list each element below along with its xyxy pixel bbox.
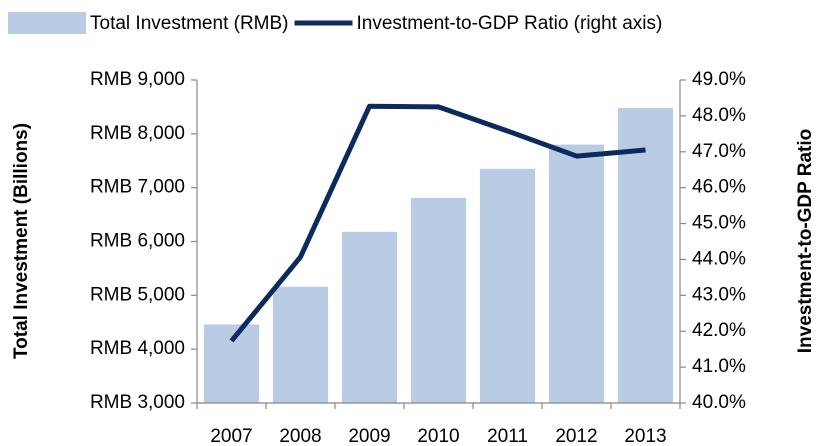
x-tick-label: 2012 bbox=[555, 426, 597, 446]
x-tick-label: 2007 bbox=[210, 426, 252, 446]
bar bbox=[548, 144, 605, 403]
y-tick-label: RMB 8,000 bbox=[90, 123, 185, 144]
y-tick-label: RMB 5,000 bbox=[90, 284, 185, 305]
bar bbox=[617, 107, 674, 403]
y2-tick-label: 44.0% bbox=[692, 248, 746, 269]
legend-swatch bbox=[8, 12, 86, 34]
x-tick-label: 2008 bbox=[279, 426, 321, 446]
y2-tick-label: 45.0% bbox=[692, 213, 746, 234]
bar bbox=[479, 168, 536, 403]
y-tick-label: RMB 4,000 bbox=[90, 338, 185, 359]
y-tick-label: RMB 9,000 bbox=[90, 69, 185, 90]
y-axis-title: Total Investment (Billions) bbox=[11, 123, 32, 359]
y-tick-label: RMB 3,000 bbox=[90, 392, 185, 413]
x-tick-label: 2013 bbox=[624, 426, 666, 446]
line bbox=[229, 103, 646, 343]
legend-label: Investment-to-GDP Ratio (right axis) bbox=[357, 13, 663, 34]
y2-axis-title: Investment-to-GDP Ratio bbox=[795, 129, 816, 354]
bar bbox=[410, 197, 467, 403]
x-tick-label: 2010 bbox=[417, 426, 459, 446]
y-tick-label: RMB 6,000 bbox=[90, 231, 185, 252]
y2-tick-label: 40.0% bbox=[692, 392, 746, 413]
y2-tick-label: 46.0% bbox=[692, 177, 746, 198]
x-tick-label: 2009 bbox=[348, 426, 390, 446]
legend-label: Total Investment (RMB) bbox=[90, 13, 289, 34]
x-tick-label: 2011 bbox=[487, 426, 528, 446]
bar bbox=[272, 286, 329, 403]
y2-tick-label: 42.0% bbox=[692, 320, 746, 341]
bar bbox=[341, 231, 398, 403]
y2-tick-label: 48.0% bbox=[692, 105, 746, 126]
y-tick-label: RMB 7,000 bbox=[90, 177, 185, 198]
y2-tick-label: 47.0% bbox=[692, 141, 746, 162]
y2-tick-label: 43.0% bbox=[692, 284, 746, 305]
bar bbox=[203, 324, 260, 403]
y2-tick-label: 49.0% bbox=[692, 69, 746, 90]
y2-tick-label: 41.0% bbox=[692, 356, 746, 377]
